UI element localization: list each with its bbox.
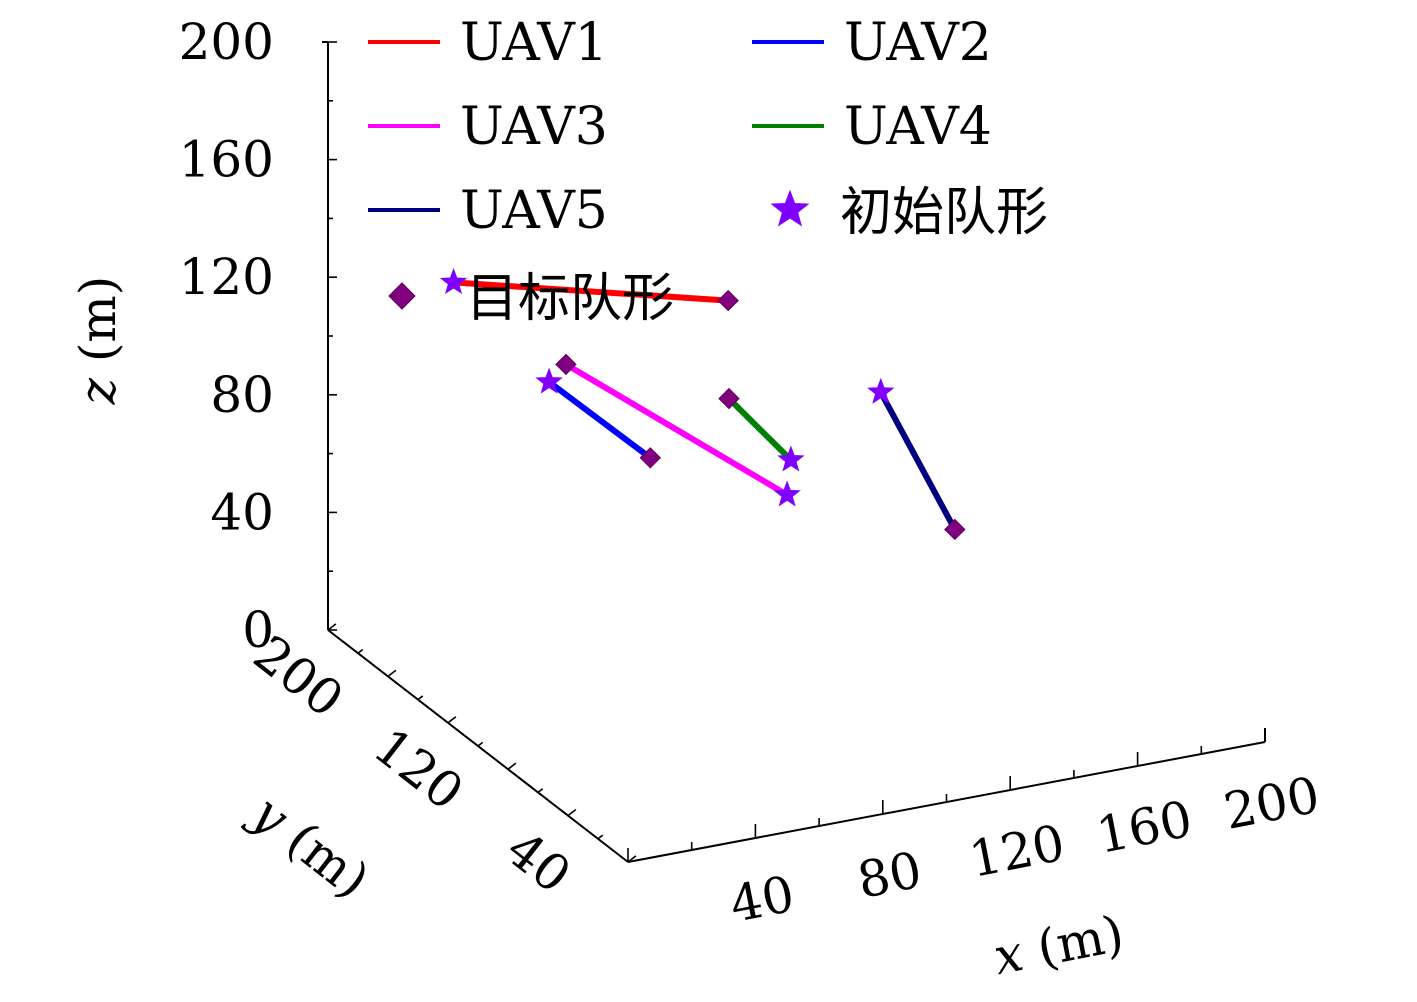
z-tick-label: 200: [179, 13, 274, 71]
initial-marker-uav4: [777, 445, 805, 472]
x-tick-label: 40: [725, 865, 799, 934]
legend-label-uav2: UAV2: [844, 13, 992, 73]
x-tick-label: 120: [965, 814, 1070, 889]
axes: [322, 41, 1266, 863]
y-tick: [387, 669, 397, 678]
y-tick: [597, 834, 604, 840]
initial-marker-uav3: [773, 480, 801, 507]
legend-swatch-target-formation: [388, 282, 416, 310]
y-tick: [477, 741, 484, 747]
legend-label-uav3: UAV3: [460, 97, 608, 157]
y-tick: [327, 623, 337, 631]
y-tick: [537, 788, 544, 794]
z-tick-label: 40: [210, 483, 274, 541]
legend-label-uav5: UAV5: [460, 181, 608, 241]
z-axis-title: z (m): [69, 276, 127, 406]
trajectory-uav3: [562, 361, 791, 498]
legend-swatch-initial-formation: [770, 189, 810, 227]
y-tick: [417, 695, 424, 701]
initial-marker-uav2: [535, 367, 563, 394]
y-axis-title: y (m): [240, 782, 380, 909]
z-axis-title-unit: (m): [69, 276, 127, 378]
y-tick-label: 40: [496, 820, 582, 905]
legend-label-target-formation: 目标队形: [466, 269, 674, 329]
x-tick-label: 80: [853, 841, 927, 910]
y-tick: [627, 855, 637, 863]
legend-label-uav1: UAV1: [460, 13, 608, 73]
series: [439, 267, 966, 541]
z-axis-title-var: z: [69, 377, 127, 405]
target-marker-uav5: [944, 518, 966, 541]
trajectory-uav1: [450, 279, 732, 304]
legend-label-initial-formation: 初始队形: [840, 183, 1048, 243]
z-tick-label: 120: [179, 248, 274, 306]
trajectory-uav4: [726, 395, 794, 463]
x-tick-label: 200: [1219, 766, 1324, 841]
tick-marks: [327, 41, 1266, 863]
z-tick-label: 160: [179, 131, 274, 189]
trajectory-uav2: [546, 379, 654, 461]
x-axis-title-unit: (m): [1017, 904, 1129, 980]
y-tick: [567, 808, 577, 817]
target-marker-uav2: [639, 447, 662, 469]
target-marker-uav1: [717, 289, 739, 312]
y-tick-label: 120: [363, 717, 474, 821]
trajectory-uav5: [877, 389, 958, 533]
y-tick: [447, 716, 457, 724]
y-tick: [507, 762, 517, 770]
z-tick-label: 80: [210, 366, 274, 424]
target-marker-uav3: [555, 353, 577, 376]
initial-marker-uav5: [867, 377, 895, 404]
z-tick-label: 0: [242, 601, 274, 659]
x-axis-title: x (m): [989, 904, 1128, 986]
initial-marker-uav1: [439, 267, 468, 295]
target-marker-uav4: [718, 387, 740, 410]
y-tick: [357, 648, 364, 654]
x-tick-label: 160: [1092, 790, 1197, 865]
legend-label-uav4: UAV4: [844, 97, 992, 157]
